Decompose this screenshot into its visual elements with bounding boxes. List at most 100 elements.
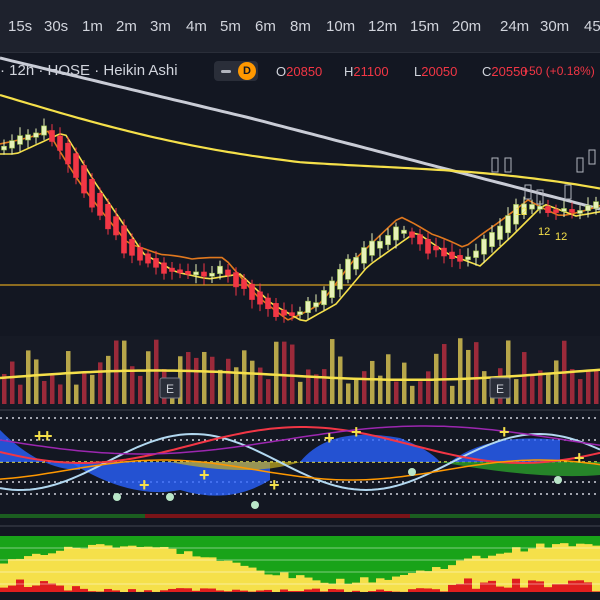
histogram-bar — [264, 574, 273, 592]
candle — [369, 240, 375, 256]
histogram-bar — [304, 577, 313, 592]
candle — [473, 250, 479, 258]
histogram-bar-red — [552, 584, 561, 592]
histogram-bar — [128, 545, 137, 592]
signal-dot — [113, 493, 121, 501]
signal-plus: + — [199, 465, 210, 485]
candle — [321, 290, 327, 306]
candle — [553, 209, 559, 213]
histogram-bar — [152, 547, 161, 592]
timeframe-3m[interactable]: 3m — [150, 18, 171, 35]
histogram-bar — [0, 563, 9, 592]
histogram-bar — [120, 546, 129, 592]
candle — [529, 204, 535, 210]
volume-bar — [290, 344, 295, 404]
candle — [577, 210, 583, 214]
volume-bar — [586, 370, 591, 404]
histogram-bar-red — [416, 588, 425, 592]
candle — [441, 247, 447, 257]
histogram-bar — [232, 562, 241, 592]
timeframe-30m[interactable]: 30m — [540, 18, 570, 35]
histogram-bar — [104, 545, 113, 592]
histogram-bar — [488, 555, 497, 592]
histogram-bar — [480, 558, 489, 592]
timeframe-4m[interactable]: 4m — [186, 18, 207, 35]
candle — [161, 262, 167, 274]
candle — [273, 303, 279, 317]
count-label: 12 — [538, 226, 550, 238]
osc-line-purple — [0, 425, 600, 455]
histogram-bar-red — [80, 588, 89, 592]
ohlc-high: H21100 — [344, 64, 389, 79]
histogram-bar — [192, 556, 201, 592]
timeframe-24m[interactable]: 24m — [500, 18, 530, 35]
candle — [169, 267, 175, 272]
timeframe-20m[interactable]: 20m — [452, 18, 482, 35]
timeframe-2m[interactable]: 2m — [116, 18, 137, 35]
osc-line-orange — [0, 459, 600, 481]
histogram-bar-red — [144, 590, 153, 592]
projected-candle — [564, 184, 572, 200]
volume-bar — [330, 339, 335, 404]
candle — [153, 258, 159, 268]
histogram-bar — [592, 545, 600, 592]
histogram-bar — [400, 575, 409, 592]
candle — [121, 225, 127, 254]
candle — [329, 280, 335, 298]
price-pane — [0, 88, 600, 336]
timeframe-5m[interactable]: 5m — [220, 18, 241, 35]
timeframe-15s[interactable]: 15s — [8, 18, 33, 35]
volume-bar — [82, 372, 87, 404]
candle — [25, 134, 31, 141]
histogram-bar — [416, 570, 425, 592]
signal-dot — [408, 468, 416, 476]
volume-bar — [42, 380, 47, 404]
volume-bar — [546, 373, 551, 404]
histogram-bar — [144, 546, 153, 592]
timeframe-8m[interactable]: 8m — [290, 18, 311, 35]
signal-plus: + — [34, 426, 45, 446]
volume-bar — [122, 340, 127, 404]
timeframe-1m[interactable]: 1m — [82, 18, 103, 35]
timeframe-6m[interactable]: 6m — [255, 18, 276, 35]
histogram-bar-red — [288, 591, 297, 592]
histogram-bar — [344, 583, 353, 592]
histogram-bar-red — [376, 589, 385, 592]
timeframe-15m[interactable]: 15m — [410, 18, 440, 35]
candle — [313, 302, 319, 308]
volume-bar — [394, 381, 399, 404]
histogram-bar-red — [256, 590, 265, 592]
histogram-bar-red — [504, 587, 513, 592]
histogram-bar-red — [72, 586, 81, 592]
candle — [241, 279, 247, 289]
signal-plus: + — [139, 475, 150, 495]
histogram-bar-red — [448, 584, 457, 592]
candle — [9, 140, 15, 149]
histogram-bar-red — [0, 587, 9, 592]
source-toggle[interactable]: D — [214, 61, 258, 81]
histogram-bar-red — [536, 581, 545, 592]
histogram-bar-red — [432, 589, 441, 592]
trend-strip — [145, 514, 410, 518]
volume-bar — [594, 370, 599, 404]
candle — [225, 269, 231, 276]
histogram-bar — [552, 544, 561, 592]
volume-bar — [10, 361, 15, 404]
histogram-bar — [216, 560, 225, 592]
volume-bar — [354, 378, 359, 404]
candle — [425, 239, 431, 254]
symbol-label[interactable]: · 12h · HOSE · Heikin Ashi — [0, 62, 178, 79]
volume-bar — [258, 367, 263, 404]
timeframe-10m[interactable]: 10m — [326, 18, 356, 35]
volume-bar — [538, 370, 543, 404]
histogram-bar-red — [216, 590, 225, 592]
candle — [513, 204, 519, 225]
volume-bar — [18, 384, 23, 404]
timeframe-30s[interactable]: 30s — [44, 18, 69, 35]
histogram-bar-red — [544, 587, 553, 592]
timeframe-12m[interactable]: 12m — [368, 18, 398, 35]
timeframe-45[interactable]: 45 — [584, 18, 600, 35]
histogram-bar-red — [368, 591, 377, 592]
projected-candle — [524, 184, 532, 200]
